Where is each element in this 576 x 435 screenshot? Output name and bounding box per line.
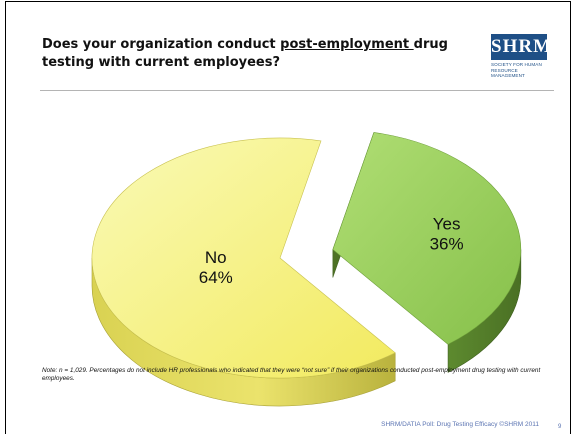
title-divider bbox=[40, 90, 554, 91]
slice-yes bbox=[332, 132, 522, 345]
title-underlined: post-employment bbox=[280, 37, 414, 52]
shrm-logo: SHRM SOCIETY FOR HUMAN RESOURCE MANAGEME… bbox=[491, 34, 553, 79]
footnote: Note: n = 1,029. Percentages do not incl… bbox=[42, 367, 541, 382]
slice-no bbox=[91, 137, 396, 379]
slide-title: Does your organization conduct post-empl… bbox=[42, 37, 448, 70]
no-category-label: No bbox=[205, 248, 227, 267]
yes-category-label: Yes bbox=[433, 214, 461, 233]
page-number: 9 bbox=[558, 424, 562, 430]
logo-mark: SHRM bbox=[491, 34, 551, 60]
footer-source: SHRM/DATIA Poll: Drug Testing Efficacy ©… bbox=[381, 421, 539, 428]
no-percent-label: 64% bbox=[199, 268, 233, 287]
yes-percent-label: 36% bbox=[430, 234, 464, 253]
logo-subtext: SOCIETY FOR HUMAN RESOURCE MANAGEMENT bbox=[491, 62, 542, 78]
slide: Does your organization conduct post-empl… bbox=[5, 1, 571, 434]
